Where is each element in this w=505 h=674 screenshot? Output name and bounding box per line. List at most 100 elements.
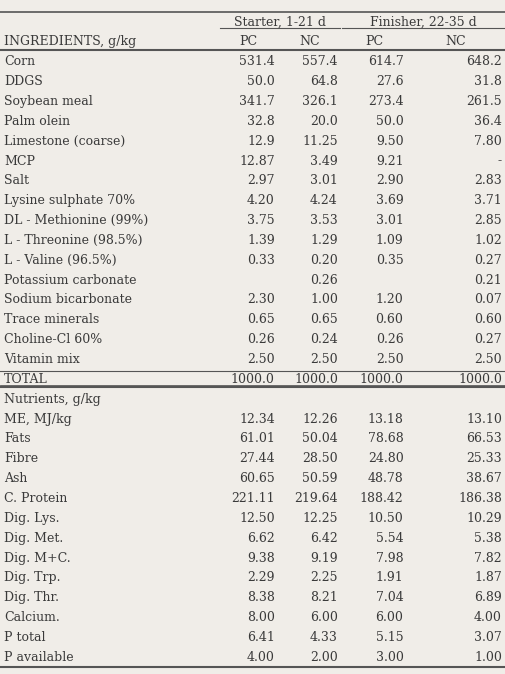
Text: 10.50: 10.50	[368, 512, 403, 525]
Text: 64.8: 64.8	[310, 75, 338, 88]
Text: 7.80: 7.80	[474, 135, 502, 148]
Text: Vitamin mix: Vitamin mix	[4, 353, 80, 366]
Text: P available: P available	[4, 651, 74, 664]
Text: Soybean meal: Soybean meal	[4, 95, 93, 108]
Text: 50.0: 50.0	[376, 115, 403, 128]
Text: MCP: MCP	[4, 154, 35, 168]
Text: 1000.0: 1000.0	[294, 373, 338, 386]
Text: Limestone (coarse): Limestone (coarse)	[4, 135, 125, 148]
Text: Fibre: Fibre	[4, 452, 38, 465]
Text: 0.26: 0.26	[310, 274, 338, 286]
Text: 78.68: 78.68	[368, 433, 403, 446]
Text: 4.00: 4.00	[247, 651, 275, 664]
Text: DL - Methionine (99%): DL - Methionine (99%)	[4, 214, 148, 227]
Text: 2.29: 2.29	[247, 572, 275, 584]
Text: 0.07: 0.07	[474, 293, 502, 307]
Text: Ash: Ash	[4, 472, 27, 485]
Text: 61.01: 61.01	[239, 433, 275, 446]
Text: 2.50: 2.50	[376, 353, 403, 366]
Text: 7.04: 7.04	[376, 591, 403, 605]
Text: 12.25: 12.25	[302, 512, 338, 525]
Text: 5.38: 5.38	[474, 532, 502, 545]
Text: 20.0: 20.0	[310, 115, 338, 128]
Text: 1.91: 1.91	[376, 572, 403, 584]
Text: 8.00: 8.00	[247, 611, 275, 624]
Text: Salt: Salt	[4, 175, 29, 187]
Text: 2.25: 2.25	[311, 572, 338, 584]
Text: -: -	[498, 154, 502, 168]
Text: 3.07: 3.07	[474, 631, 502, 644]
Text: 614.7: 614.7	[368, 55, 403, 68]
Text: 8.38: 8.38	[247, 591, 275, 605]
Text: C. Protein: C. Protein	[4, 492, 67, 505]
Text: 1.09: 1.09	[376, 234, 403, 247]
Text: 7.98: 7.98	[376, 551, 403, 565]
Text: 6.62: 6.62	[247, 532, 275, 545]
Text: 0.27: 0.27	[474, 333, 502, 346]
Text: 27.44: 27.44	[239, 452, 275, 465]
Text: Finisher, 22-35 d: Finisher, 22-35 d	[370, 16, 477, 28]
Text: 0.33: 0.33	[247, 254, 275, 267]
Text: 2.90: 2.90	[376, 175, 403, 187]
Text: 6.00: 6.00	[310, 611, 338, 624]
Text: 12.34: 12.34	[239, 412, 275, 425]
Text: 3.53: 3.53	[310, 214, 338, 227]
Text: 9.38: 9.38	[247, 551, 275, 565]
Text: 1.20: 1.20	[376, 293, 403, 307]
Text: 261.5: 261.5	[466, 95, 502, 108]
Text: Trace minerals: Trace minerals	[4, 313, 99, 326]
Text: 10.29: 10.29	[466, 512, 502, 525]
Text: 4.24: 4.24	[310, 194, 338, 207]
Text: NC: NC	[446, 36, 466, 49]
Text: 2.85: 2.85	[474, 214, 502, 227]
Text: 273.4: 273.4	[368, 95, 403, 108]
Text: 531.4: 531.4	[239, 55, 275, 68]
Text: 48.78: 48.78	[368, 472, 403, 485]
Text: 12.9: 12.9	[247, 135, 275, 148]
Text: 3.00: 3.00	[376, 651, 403, 664]
Text: Potassium carbonate: Potassium carbonate	[4, 274, 136, 286]
Text: PC: PC	[365, 36, 383, 49]
Text: 5.15: 5.15	[376, 631, 403, 644]
Text: 3.75: 3.75	[247, 214, 275, 227]
Text: 0.60: 0.60	[474, 313, 502, 326]
Text: Nutrients, g/kg: Nutrients, g/kg	[4, 393, 101, 406]
Text: 11.25: 11.25	[302, 135, 338, 148]
Text: 50.04: 50.04	[302, 433, 338, 446]
Text: 3.69: 3.69	[376, 194, 403, 207]
Text: 36.4: 36.4	[474, 115, 502, 128]
Text: 557.4: 557.4	[302, 55, 338, 68]
Text: 2.50: 2.50	[247, 353, 275, 366]
Text: 50.0: 50.0	[247, 75, 275, 88]
Text: 4.33: 4.33	[310, 631, 338, 644]
Text: 0.65: 0.65	[310, 313, 338, 326]
Text: 3.49: 3.49	[310, 154, 338, 168]
Text: Palm olein: Palm olein	[4, 115, 70, 128]
Text: 9.21: 9.21	[376, 154, 403, 168]
Text: 6.42: 6.42	[310, 532, 338, 545]
Text: Fats: Fats	[4, 433, 31, 446]
Text: 326.1: 326.1	[302, 95, 338, 108]
Text: 186.38: 186.38	[458, 492, 502, 505]
Text: 2.00: 2.00	[310, 651, 338, 664]
Text: 25.33: 25.33	[466, 452, 502, 465]
Text: 188.42: 188.42	[360, 492, 403, 505]
Text: 66.53: 66.53	[466, 433, 502, 446]
Text: L - Threonine (98.5%): L - Threonine (98.5%)	[4, 234, 142, 247]
Text: 1.39: 1.39	[247, 234, 275, 247]
Text: 0.65: 0.65	[247, 313, 275, 326]
Text: Sodium bicarbonate: Sodium bicarbonate	[4, 293, 132, 307]
Text: Dig. Trp.: Dig. Trp.	[4, 572, 61, 584]
Text: 13.18: 13.18	[368, 412, 403, 425]
Text: 60.65: 60.65	[239, 472, 275, 485]
Text: 9.19: 9.19	[310, 551, 338, 565]
Text: 3.01: 3.01	[376, 214, 403, 227]
Text: 2.83: 2.83	[474, 175, 502, 187]
Text: 32.8: 32.8	[247, 115, 275, 128]
Text: Dig. Met.: Dig. Met.	[4, 532, 63, 545]
Text: 1.29: 1.29	[310, 234, 338, 247]
Text: 4.00: 4.00	[474, 611, 502, 624]
Text: NC: NC	[299, 36, 320, 49]
Text: PC: PC	[239, 36, 257, 49]
Text: DDGS: DDGS	[4, 75, 43, 88]
